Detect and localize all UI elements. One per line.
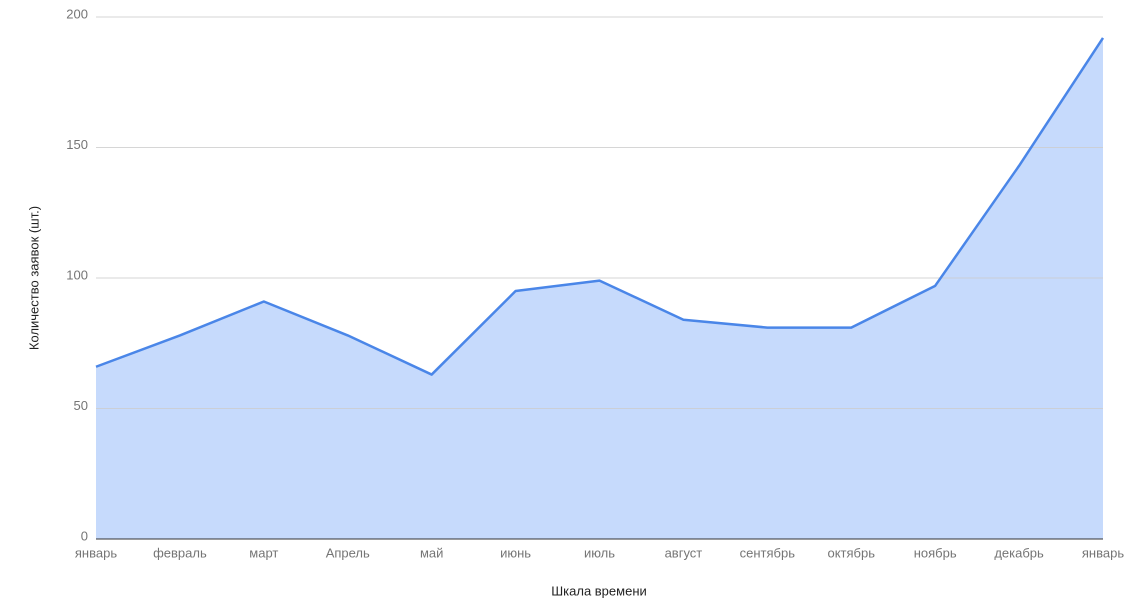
y-axis-title: Количество заявок (шт.): [26, 206, 41, 350]
x-tick-label: сентябрь: [740, 545, 796, 560]
x-tick-label: октябрь: [827, 545, 875, 560]
y-tick-label: 0: [81, 528, 88, 543]
y-tick-label: 50: [74, 398, 88, 413]
x-tick-label: февраль: [153, 545, 207, 560]
y-tick-label: 100: [66, 267, 88, 282]
x-tick-label: май: [420, 545, 443, 560]
x-tick-label: март: [249, 545, 278, 560]
line: [95, 37, 1105, 376]
x-tick-label: Апрель: [326, 545, 370, 560]
y-tick-label: 150: [66, 137, 88, 152]
y-tick-label: 200: [66, 6, 88, 21]
x-tick-label: август: [665, 545, 703, 560]
x-tick-label: июль: [584, 545, 615, 560]
area: [96, 37, 1103, 539]
x-tick-label: январь: [75, 545, 117, 560]
x-tick-label: ноябрь: [914, 545, 957, 560]
x-tick-label: январь: [1082, 545, 1124, 560]
x-axis-title: Шкала времени: [551, 583, 647, 598]
x-tick-label: декабрь: [994, 545, 1044, 560]
x-tick-label: июнь: [500, 545, 531, 560]
